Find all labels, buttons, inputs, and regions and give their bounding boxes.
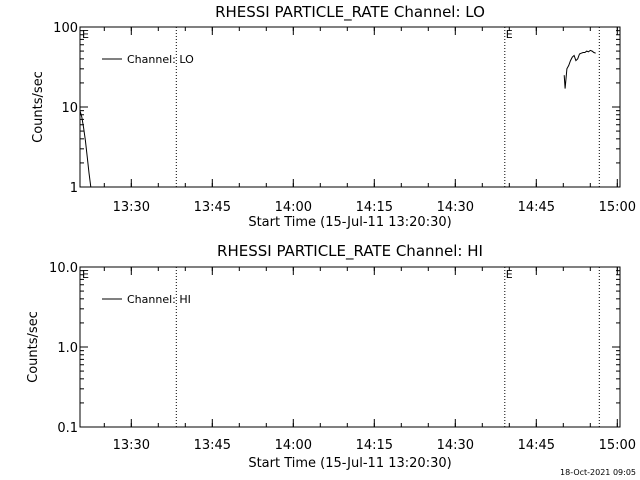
- y-axis-label: Counts/sec: [26, 311, 41, 383]
- x-tick-label: 14:45: [518, 438, 555, 453]
- chart-title: RHESSI PARTICLE_RATE Channel: LO: [215, 3, 485, 22]
- x-axis-label: Start Time (15-Jul-11 13:20:30): [248, 456, 451, 471]
- x-tick-label: 13:45: [194, 200, 231, 215]
- chart-title: RHESSI PARTICLE_RATE Channel: HI: [217, 242, 483, 261]
- plot-frame: [79, 266, 621, 428]
- generation-timestamp: 18-Oct-2021 09:05: [560, 468, 636, 477]
- x-tick-label: 13:45: [194, 438, 231, 453]
- x-tick-label: 14:00: [275, 438, 312, 453]
- event-marker: E: [506, 28, 513, 41]
- x-tick-label: 14:00: [275, 200, 312, 215]
- x-tick-label: 14:30: [437, 200, 474, 215]
- x-axis-label: Start Time (15-Jul-11 13:20:30): [248, 215, 451, 230]
- y-tick-label: 1.0: [57, 341, 78, 356]
- x-tick-label: 13:30: [113, 200, 150, 215]
- y-tick-label: 100: [53, 21, 78, 36]
- legend-entry: Channel: LO: [127, 53, 194, 66]
- series-line: [563, 49, 596, 89]
- x-tick-label: 13:30: [113, 438, 150, 453]
- y-tick-label: 10.0: [49, 261, 78, 276]
- legend-entry: Channel: HI: [127, 293, 191, 306]
- x-tick-label: 14:45: [518, 200, 555, 215]
- series-line: [79, 110, 92, 188]
- y-tick-label: 1: [70, 181, 78, 196]
- y-axis-label: Counts/sec: [31, 71, 46, 143]
- y-tick-label: 10: [61, 101, 78, 116]
- y-tick-label: 0.1: [57, 421, 78, 436]
- x-tick-label: 14:30: [437, 438, 474, 453]
- plot-frame: [79, 26, 621, 188]
- x-tick-label: 14:15: [356, 200, 393, 215]
- x-tick-label: 15:00: [599, 200, 636, 215]
- event-marker: E: [506, 268, 513, 281]
- event-marker: E: [82, 268, 89, 281]
- x-tick-label: 14:15: [356, 438, 393, 453]
- x-tick-label: 15:00: [599, 438, 636, 453]
- event-marker: E: [82, 28, 89, 41]
